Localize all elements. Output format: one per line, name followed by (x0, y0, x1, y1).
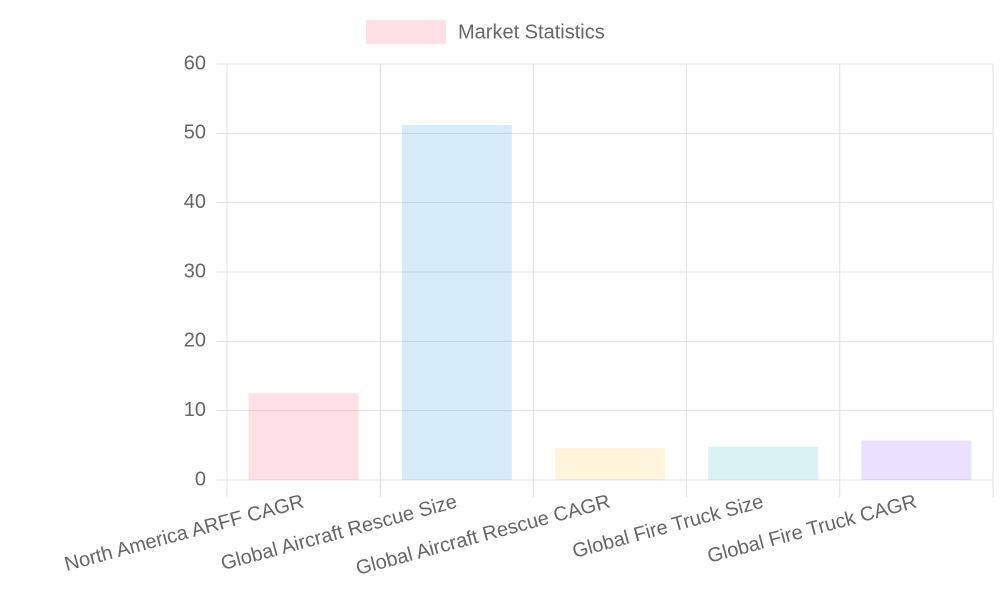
y-tick-label: 20 (184, 330, 206, 352)
y-tick-label: 0 (195, 468, 206, 490)
bar (401, 125, 512, 480)
y-tick-label: 30 (184, 260, 206, 282)
y-tick-label: 40 (184, 191, 206, 213)
x-tick-label: Global Aircraft Rescue CAGR (354, 491, 613, 580)
legend-swatch (366, 20, 446, 44)
y-tick-label: 60 (184, 52, 206, 74)
legend-label: Market Statistics (458, 21, 605, 43)
bar (555, 448, 665, 480)
x-tick-label: North America ARFF CAGR (62, 491, 306, 576)
bar (861, 440, 972, 480)
bar (708, 446, 819, 480)
bar (248, 393, 359, 480)
y-tick-label: 50 (184, 122, 206, 144)
y-tick-label: 10 (184, 399, 206, 421)
